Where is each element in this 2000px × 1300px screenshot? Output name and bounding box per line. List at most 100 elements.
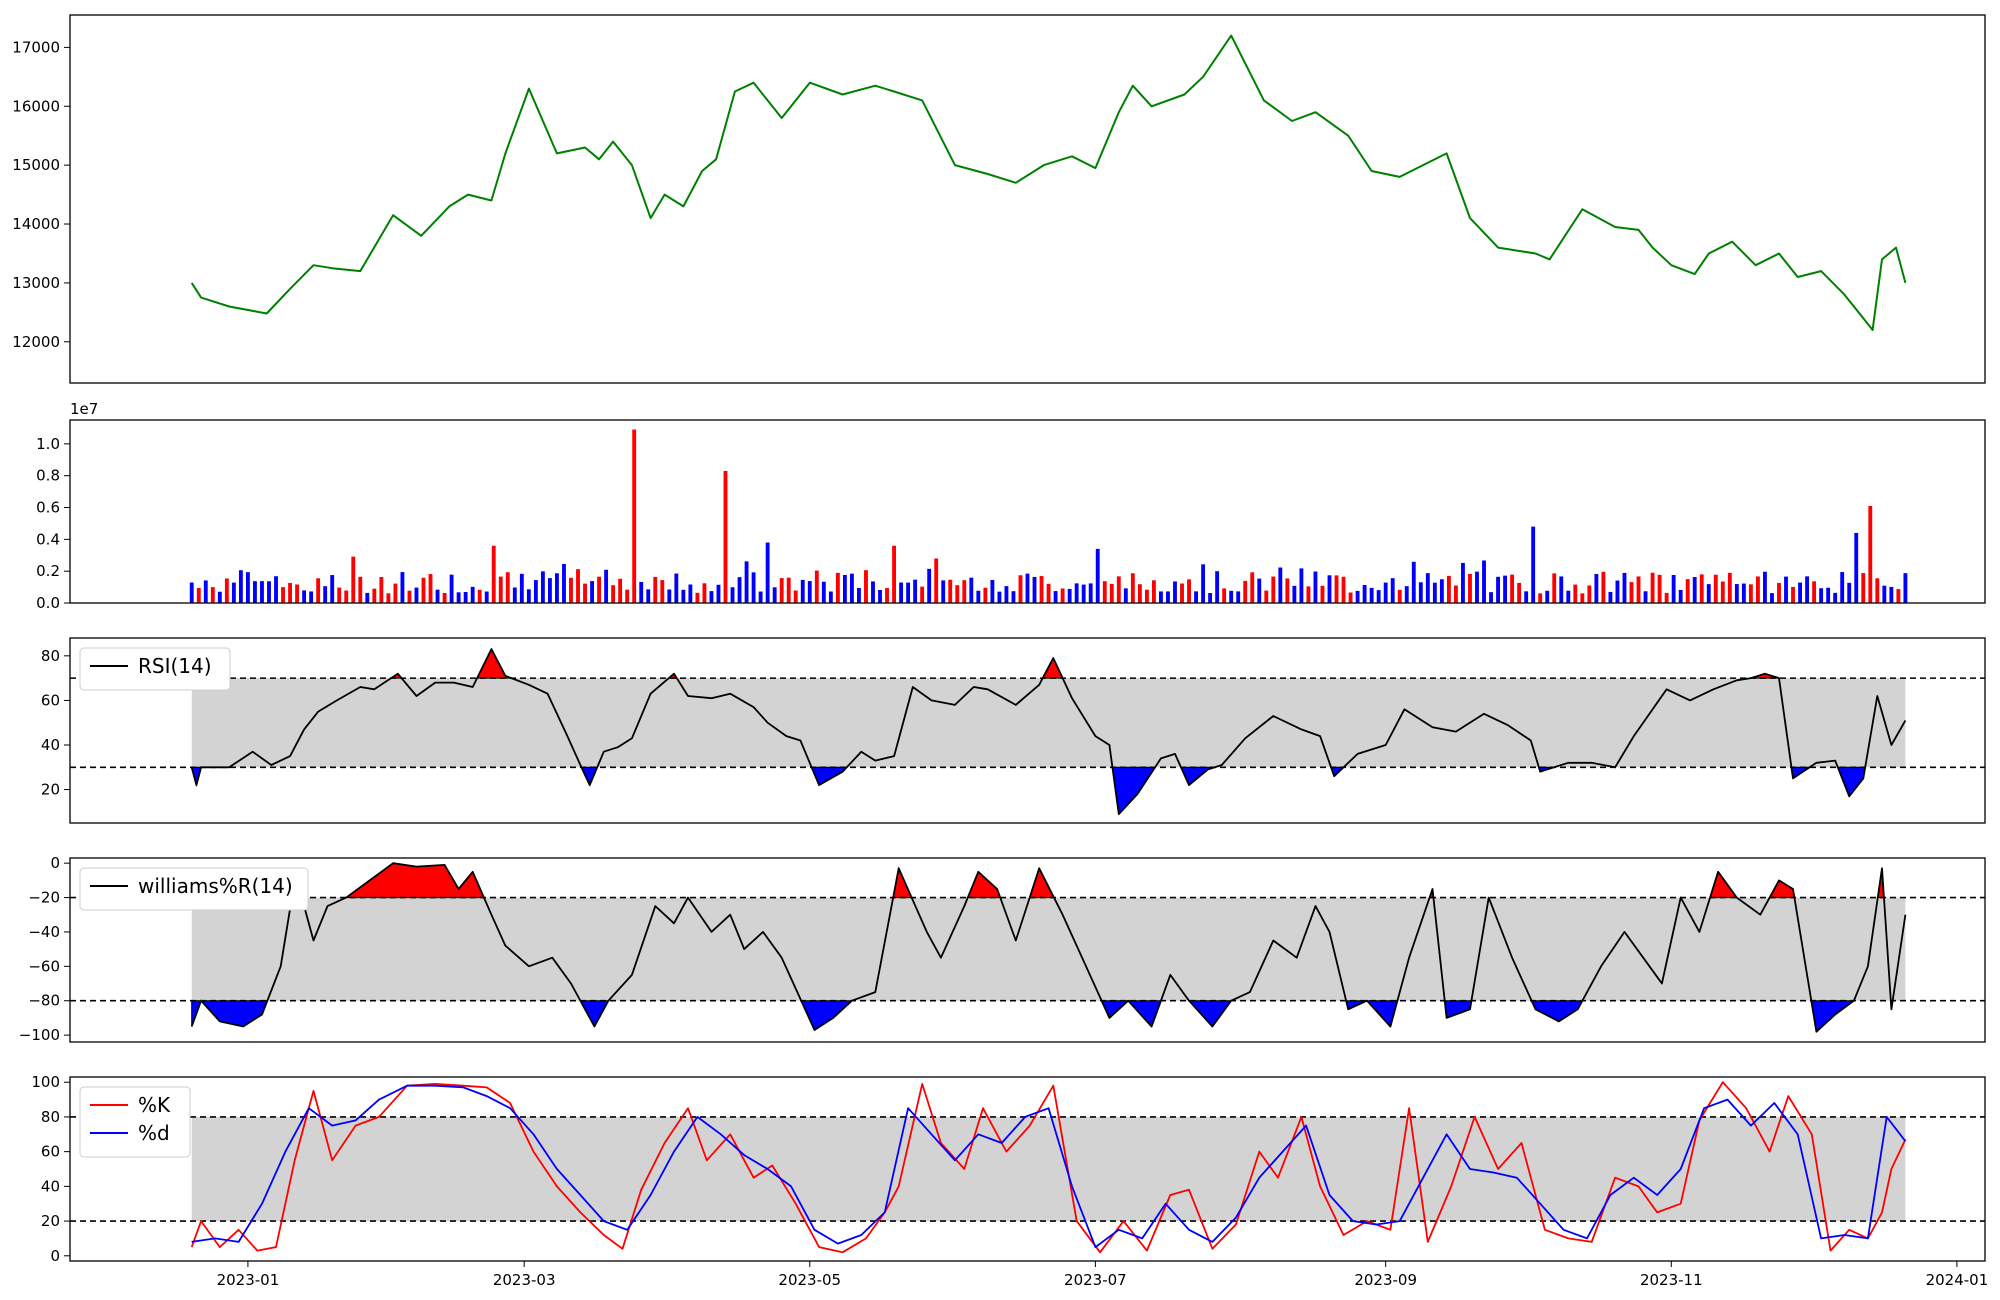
volume-bar: [828, 591, 833, 603]
volume-bar: [1889, 586, 1894, 603]
volume-bar: [934, 558, 939, 603]
y-tick-label: 80: [41, 1108, 60, 1126]
volume-bar: [730, 587, 735, 603]
volume-bar: [1692, 577, 1697, 603]
volume-bar: [1313, 571, 1318, 603]
volume-bar: [772, 587, 777, 603]
volume-bar: [864, 570, 868, 603]
y-tick-label: 12000: [12, 333, 60, 351]
volume-bar: [1566, 590, 1571, 603]
volume-bar: [1116, 576, 1121, 603]
volume-bar: [1643, 591, 1648, 603]
volume-bar: [562, 563, 566, 603]
volume-bar: [1784, 576, 1788, 603]
volume-bar: [442, 592, 447, 603]
volume-bar: [709, 591, 714, 603]
volume-bar: [1847, 582, 1852, 603]
y-tick-label: 0.0: [36, 594, 60, 612]
volume-bar: [372, 588, 377, 603]
volume-bar: [569, 577, 573, 603]
volume-bar: [842, 575, 847, 603]
y-tick-label: −80: [28, 992, 60, 1010]
volume-bar: [1074, 583, 1079, 603]
volume-bar: [1166, 591, 1170, 603]
legend-box: [79, 647, 231, 691]
volume-bar: [1636, 576, 1641, 603]
x-tick-label: 2023-05: [778, 1271, 841, 1289]
oversold-fill: [199, 1000, 269, 1028]
volume-bar: [913, 579, 918, 603]
volume-bar: [716, 584, 721, 603]
volume-bar: [189, 582, 194, 603]
volume-bar: [1032, 576, 1037, 603]
legend: RSI(14): [79, 647, 231, 691]
volume-bar: [1861, 573, 1866, 603]
y-tick-label: −20: [28, 889, 60, 907]
volume-bar: [786, 577, 791, 603]
volume-bar: [498, 576, 503, 603]
volume-bar: [1285, 578, 1290, 603]
volume-bar: [1594, 573, 1599, 603]
volume-bar: [1805, 576, 1810, 603]
volume-bar: [674, 573, 679, 603]
stochastic-panel: 0 20 40 60 80 100 %K %d: [31, 1073, 1986, 1265]
volume-bar: [611, 585, 616, 603]
volume-bar: [1039, 576, 1044, 603]
volume-bar: [1151, 580, 1156, 603]
volume-bar: [295, 584, 300, 603]
volume-bar: [1489, 592, 1493, 603]
volume-bar: [1875, 578, 1880, 603]
volume-bar: [1348, 592, 1353, 603]
legend-box: [79, 1086, 191, 1158]
volume-bar: [1088, 583, 1093, 603]
volume-bar: [948, 579, 953, 603]
x-tick-label: 2023-07: [1064, 1271, 1127, 1289]
volume-bar: [1559, 576, 1564, 603]
volume-bar: [1194, 591, 1198, 603]
volume-bar: [281, 587, 285, 603]
y-tick-label: 60: [41, 1143, 60, 1161]
volume-bar: [1222, 588, 1227, 603]
volume-bar: [955, 585, 960, 603]
volume-bar: [1144, 589, 1149, 603]
volume-bar: [737, 577, 742, 603]
volume-bar: [274, 576, 278, 603]
axes-frame: [69, 419, 1986, 604]
volume-bar: [1573, 584, 1578, 603]
volume-bar: [1004, 586, 1009, 603]
volume-bar: [1868, 505, 1873, 603]
volume-bar: [1257, 578, 1262, 603]
volume-bar: [744, 561, 749, 603]
y-tick-label: 100: [31, 1073, 60, 1091]
volume-bar: [723, 470, 728, 603]
volume-bar: [1236, 591, 1241, 603]
volume-bar: [1425, 573, 1430, 603]
volume-bar: [1685, 579, 1690, 603]
volume-bar: [1095, 548, 1100, 603]
volume-bar: [1531, 526, 1536, 603]
volume-bar: [421, 577, 426, 603]
volume-bar: [1608, 591, 1613, 603]
volume-bar: [639, 581, 644, 603]
volume-bar: [1418, 582, 1423, 603]
volume-bar: [1123, 588, 1128, 603]
volume-bar: [1777, 582, 1781, 603]
volume-bar: [906, 582, 911, 603]
volume-bar: [477, 589, 482, 603]
rsi-panel: 20 40 60 80 RSI(14): [41, 637, 1986, 824]
volume-bar: [1629, 582, 1634, 603]
volume-bar: [505, 572, 510, 603]
volume-bar: [1250, 572, 1255, 603]
volume-bar: [983, 587, 988, 603]
volume-bar: [1201, 564, 1206, 603]
volume-bar: [1327, 575, 1332, 603]
volume-bar: [1243, 580, 1248, 603]
volume-bar: [1102, 581, 1107, 603]
volume-bar: [885, 588, 889, 603]
legend: %K %d: [79, 1086, 191, 1158]
y-tick-label: 40: [41, 1177, 60, 1195]
volume-bar: [1699, 574, 1704, 603]
axes-frame: [69, 1076, 1986, 1262]
volume-bar: [1278, 567, 1283, 603]
legend-label: %K: [138, 1093, 171, 1117]
